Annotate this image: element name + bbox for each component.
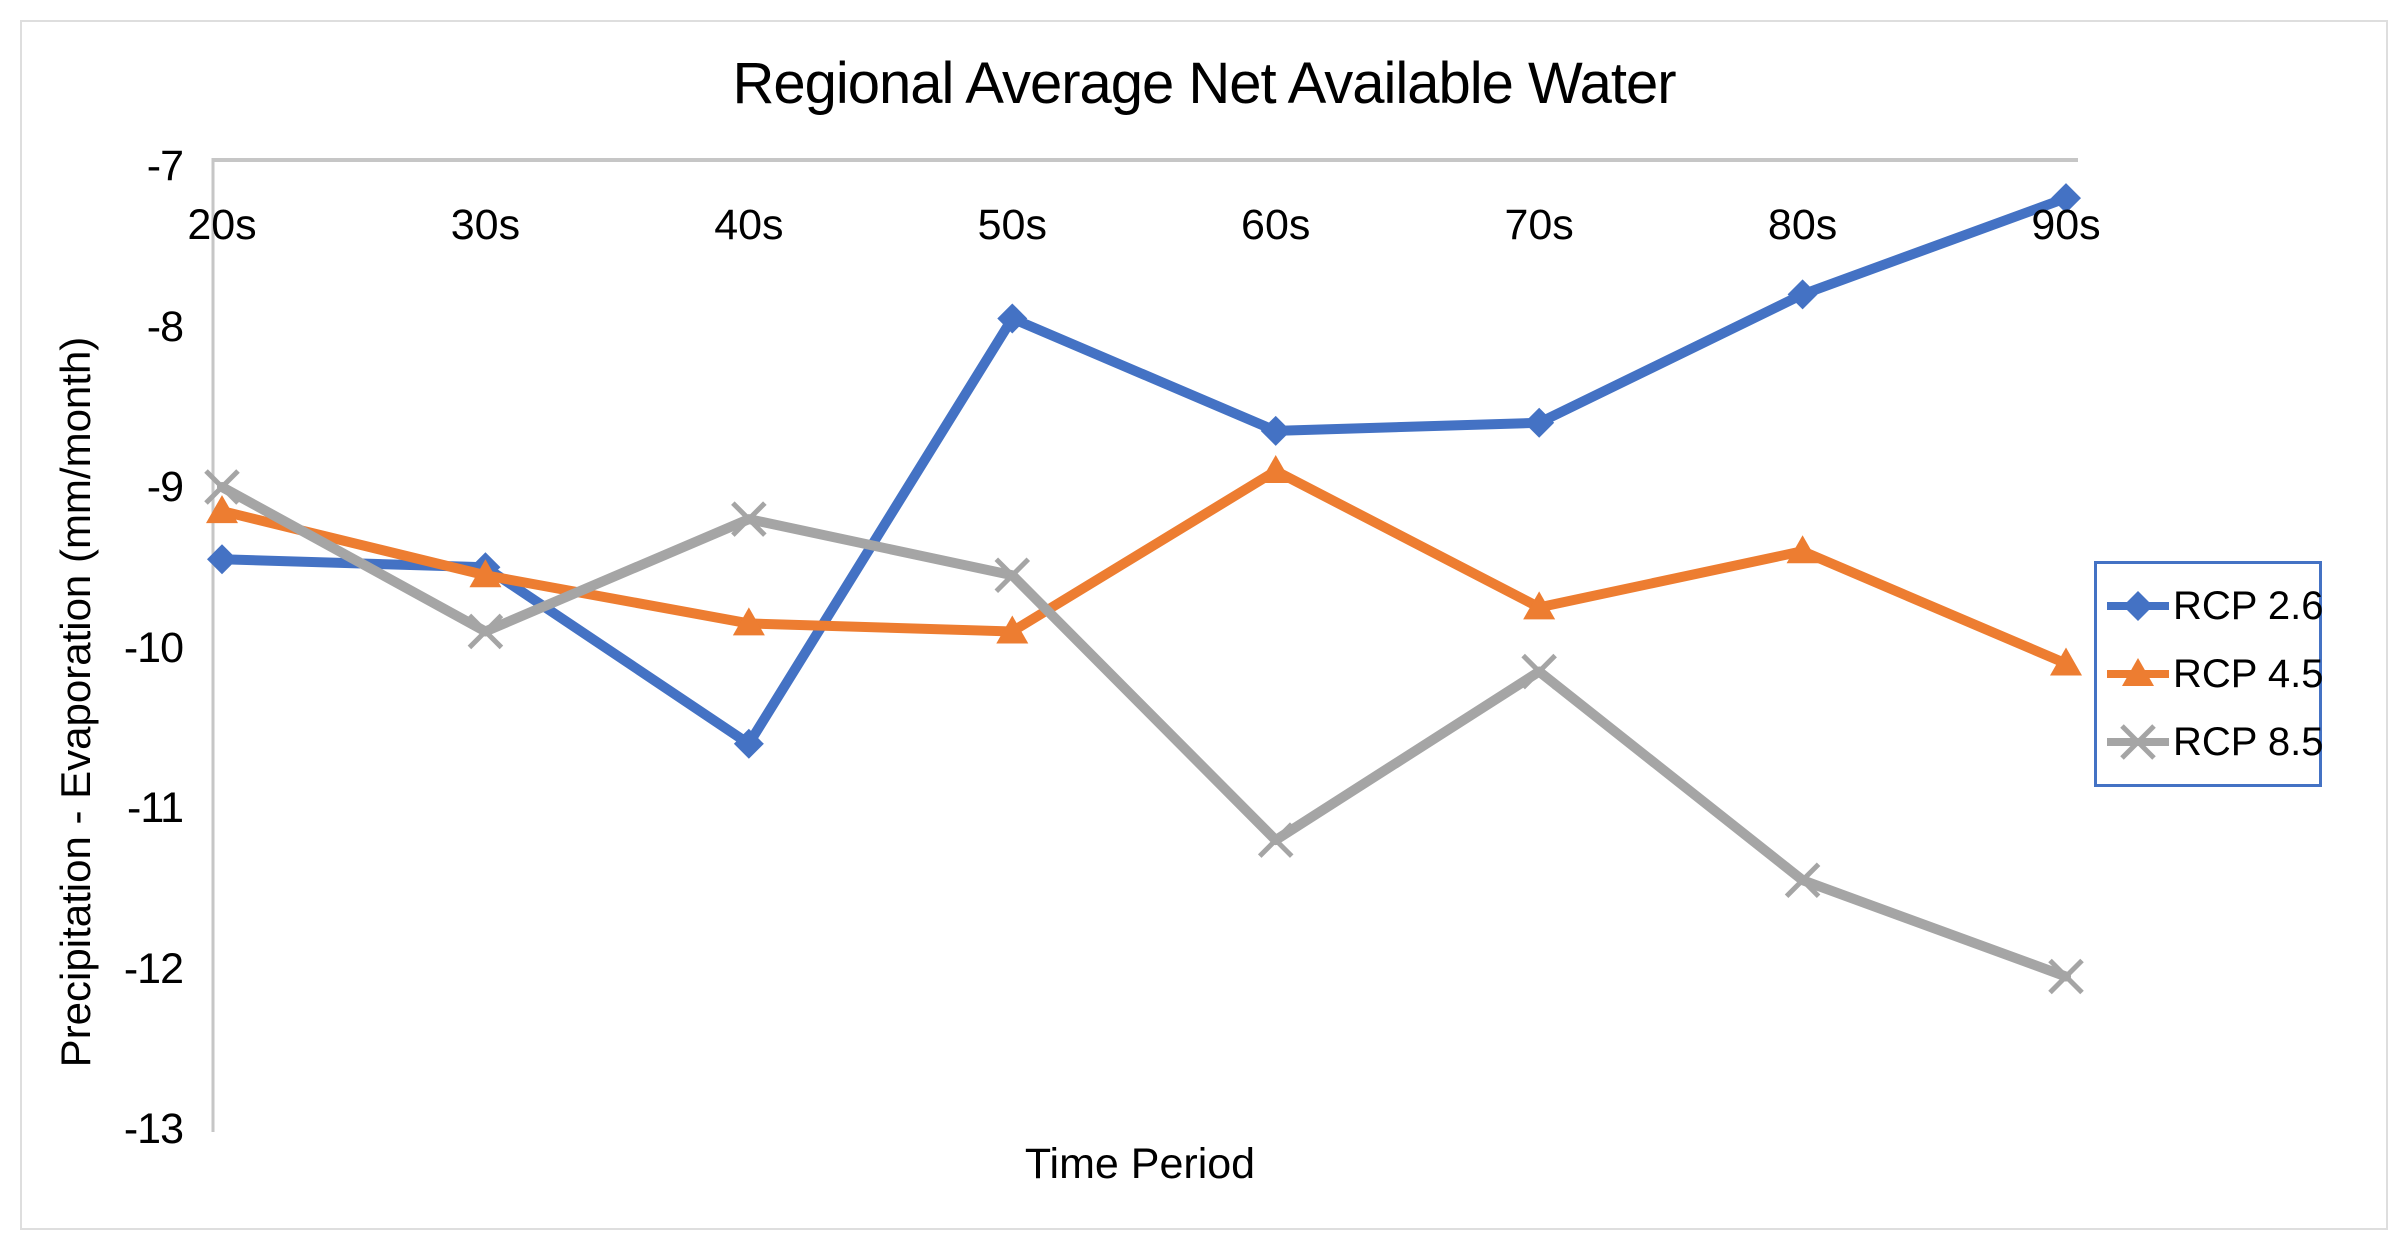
series-rcp-8-5 bbox=[204, 469, 2084, 995]
triangle-marker bbox=[469, 559, 502, 588]
triangle-marker bbox=[2122, 658, 2154, 686]
legend-label: RCP 2.6 bbox=[2173, 583, 2324, 628]
triangle-marker bbox=[1523, 591, 1556, 620]
chart-title: Regional Average Net Available Water bbox=[732, 51, 1676, 116]
y-tick-label: -10 bbox=[123, 623, 184, 672]
legend-label: RCP 8.5 bbox=[2173, 719, 2324, 764]
triangle-marker bbox=[2050, 647, 2083, 676]
x-category-label: 80s bbox=[1767, 201, 1838, 249]
x-category-label: 70s bbox=[1504, 201, 1574, 249]
y-tick-label: -9 bbox=[146, 463, 184, 511]
triangle-marker bbox=[996, 615, 1029, 644]
legend-item-rcp-2-6[interactable]: RCP 2.6 bbox=[2105, 578, 2323, 634]
series-line bbox=[217, 465, 2072, 669]
x-category-label: 20s bbox=[187, 201, 257, 249]
series-rcp-4-5 bbox=[206, 454, 2083, 676]
triangle-marker bbox=[1786, 535, 1819, 564]
y-tick-label: -11 bbox=[127, 784, 184, 832]
diamond-marker bbox=[733, 728, 764, 759]
x-marker bbox=[204, 469, 240, 505]
triangle-legend-swatch bbox=[2107, 658, 2169, 686]
diamond-marker bbox=[997, 303, 1028, 334]
x-marker bbox=[1784, 862, 1821, 898]
diamond-marker bbox=[1260, 415, 1291, 446]
triangle-marker bbox=[1259, 454, 1292, 483]
x-category-label: 60s bbox=[1241, 201, 1311, 249]
x-marker bbox=[467, 613, 504, 650]
series-line bbox=[217, 193, 2072, 749]
diamond-legend-swatch bbox=[2107, 591, 2169, 621]
legend[interactable]: RCP 2.6 RCP 4.5 RCP 8.5 bbox=[2094, 561, 2323, 787]
x-category-label: 40s bbox=[714, 201, 784, 249]
y-tick-label: -12 bbox=[123, 944, 184, 993]
legend-label: RCP 4.5 bbox=[2173, 651, 2324, 696]
x-axis-title: Time Period bbox=[1024, 1140, 1256, 1188]
legend-item-rcp-8-5[interactable]: RCP 8.5 bbox=[2105, 714, 2323, 770]
x-category-label: 90s bbox=[2031, 201, 2101, 249]
y-tick-label: -8 bbox=[146, 302, 184, 351]
legend-item-rcp-4-5[interactable]: RCP 4.5 bbox=[2105, 646, 2323, 702]
triangle-marker bbox=[206, 495, 238, 524]
y-tick-label: -7 bbox=[146, 142, 184, 190]
x-marker bbox=[994, 557, 1031, 594]
triangle-marker bbox=[732, 607, 765, 636]
x-category-label: 50s bbox=[977, 201, 1047, 249]
series-rcp-2-6 bbox=[207, 183, 2082, 759]
x-marker bbox=[2048, 958, 2084, 995]
diamond-marker bbox=[1787, 279, 1818, 310]
y-tick-label: -13 bbox=[123, 1105, 184, 1153]
x-marker bbox=[1257, 822, 1294, 858]
x-marker bbox=[2120, 724, 2156, 760]
diamond-marker bbox=[2051, 183, 2082, 214]
x-marker bbox=[1521, 653, 1557, 690]
x-legend-swatch bbox=[2107, 724, 2169, 760]
y-axis-title: Precipitation - Evaporation (mm/month) bbox=[52, 336, 99, 1068]
x-marker bbox=[731, 501, 767, 537]
x-category-label: 30s bbox=[450, 201, 521, 249]
diamond-marker bbox=[1524, 407, 1555, 438]
diamond-marker bbox=[2123, 591, 2153, 621]
series-line bbox=[217, 482, 2072, 982]
diamond-marker bbox=[207, 544, 237, 575]
